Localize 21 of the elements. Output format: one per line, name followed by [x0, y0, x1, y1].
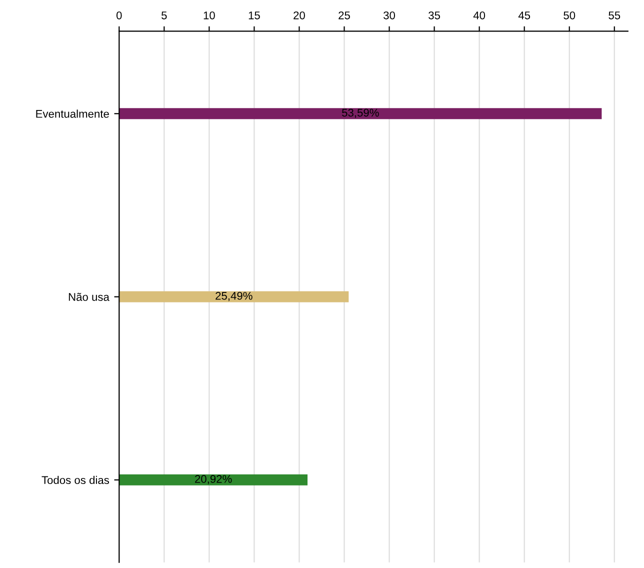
- y-tick-label: Não usa: [68, 292, 110, 301]
- x-tick-label: 15: [248, 12, 260, 20]
- x-tick-label: 25: [338, 11, 350, 20]
- data-label: 25,49%: [216, 292, 252, 302]
- y-tick-label: Eventualmente: [36, 110, 109, 118]
- x-tick-label: 0: [116, 11, 122, 20]
- x-tick-label: 50: [564, 11, 576, 20]
- y-tick-label: Todos os dias: [42, 476, 110, 484]
- data-label: 20,92%: [195, 475, 232, 484]
- x-tick-label: 20: [294, 11, 305, 20]
- x-tick-label: 10: [204, 11, 215, 20]
- x-tick-label: 30: [384, 11, 396, 20]
- x-tick-label: 45: [518, 12, 530, 20]
- x-tick-label: 55: [608, 12, 620, 20]
- bar: [119, 291, 349, 302]
- data-label: 53,59%: [342, 108, 379, 118]
- x-tick-label: 5: [162, 12, 167, 20]
- x-tick-label: 35: [428, 11, 440, 20]
- bar: [119, 474, 308, 486]
- x-tick-label: 40: [473, 11, 486, 20]
- bar: [119, 108, 602, 120]
